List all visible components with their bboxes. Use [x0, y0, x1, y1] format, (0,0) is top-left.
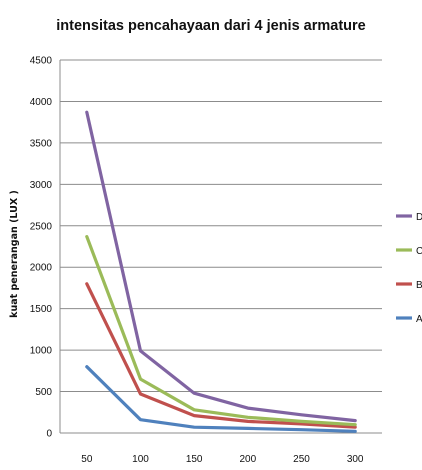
- y-tick-label: 0: [46, 429, 52, 440]
- legend-item-D: D: [396, 212, 422, 223]
- legend-label: B: [416, 280, 422, 291]
- x-tick-label: 300: [347, 454, 364, 465]
- legend-item-C: C: [396, 246, 422, 257]
- x-tick-label: 100: [132, 454, 149, 465]
- legend-label: C: [416, 246, 422, 257]
- axes: 0 500 1000 1500 2000 2500 3000 3500 4000 4500 50 10…: [30, 56, 382, 465]
- y-tick-label: 1500: [30, 304, 53, 315]
- series-line-D: [85, 110, 357, 423]
- x-tick-label: 250: [293, 454, 310, 465]
- legend: D C B A: [396, 212, 422, 325]
- y-tick-label: 4000: [30, 97, 53, 108]
- gridlines: [60, 59, 382, 393]
- legend-label: D: [416, 212, 422, 223]
- y-tick-label: 3000: [30, 180, 53, 191]
- y-tick-label: 2500: [30, 221, 53, 232]
- series-line-B: [85, 282, 357, 429]
- series-lines: [85, 110, 357, 433]
- x-tick-label: 50: [81, 454, 93, 465]
- y-tick-label: 1000: [30, 346, 53, 357]
- legend-item-A: A: [396, 314, 422, 325]
- y-tick-label: 500: [35, 387, 52, 398]
- x-tick-label: 150: [186, 454, 203, 465]
- y-tick-label: 4500: [30, 56, 53, 67]
- y-tick-label: 3500: [30, 138, 53, 149]
- x-tick-label: 200: [239, 454, 256, 465]
- y-axis-label: kuat penerangan (LUX ): [9, 190, 20, 318]
- legend-item-B: B: [396, 280, 422, 291]
- series-line-C: [85, 235, 357, 427]
- legend-label: A: [416, 314, 422, 325]
- y-tick-label: 2000: [30, 263, 53, 274]
- series-line-A: [85, 365, 357, 433]
- chart-title: intensitas pencahayaan dari 4 jenis arma…: [56, 18, 365, 34]
